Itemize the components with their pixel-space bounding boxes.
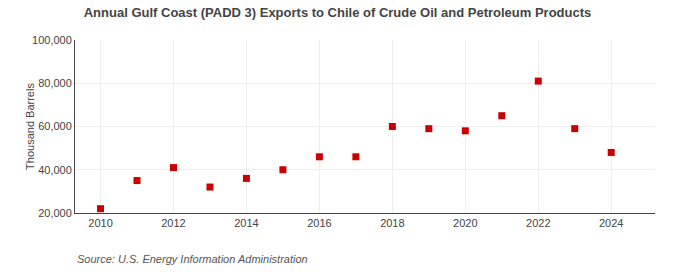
svg-text:20,000: 20,000 (38, 207, 72, 219)
svg-text:2018: 2018 (380, 217, 404, 229)
svg-text:2022: 2022 (526, 217, 550, 229)
svg-text:80,000: 80,000 (38, 77, 72, 89)
svg-text:100,000: 100,000 (32, 34, 72, 46)
svg-text:2012: 2012 (161, 217, 185, 229)
svg-text:60,000: 60,000 (38, 120, 72, 132)
svg-text:2016: 2016 (307, 217, 331, 229)
svg-text:2014: 2014 (234, 217, 258, 229)
svg-text:40,000: 40,000 (38, 164, 72, 176)
svg-text:Thousand Barrels: Thousand Barrels (24, 83, 36, 170)
svg-text:Source: U.S. Energy Informatio: Source: U.S. Energy Information Administ… (77, 253, 308, 265)
svg-text:2020: 2020 (453, 217, 477, 229)
svg-text:Annual Gulf Coast (PADD 3) Exp: Annual Gulf Coast (PADD 3) Exports to Ch… (84, 5, 592, 20)
svg-text:2024: 2024 (599, 217, 623, 229)
svg-text:2010: 2010 (88, 217, 112, 229)
